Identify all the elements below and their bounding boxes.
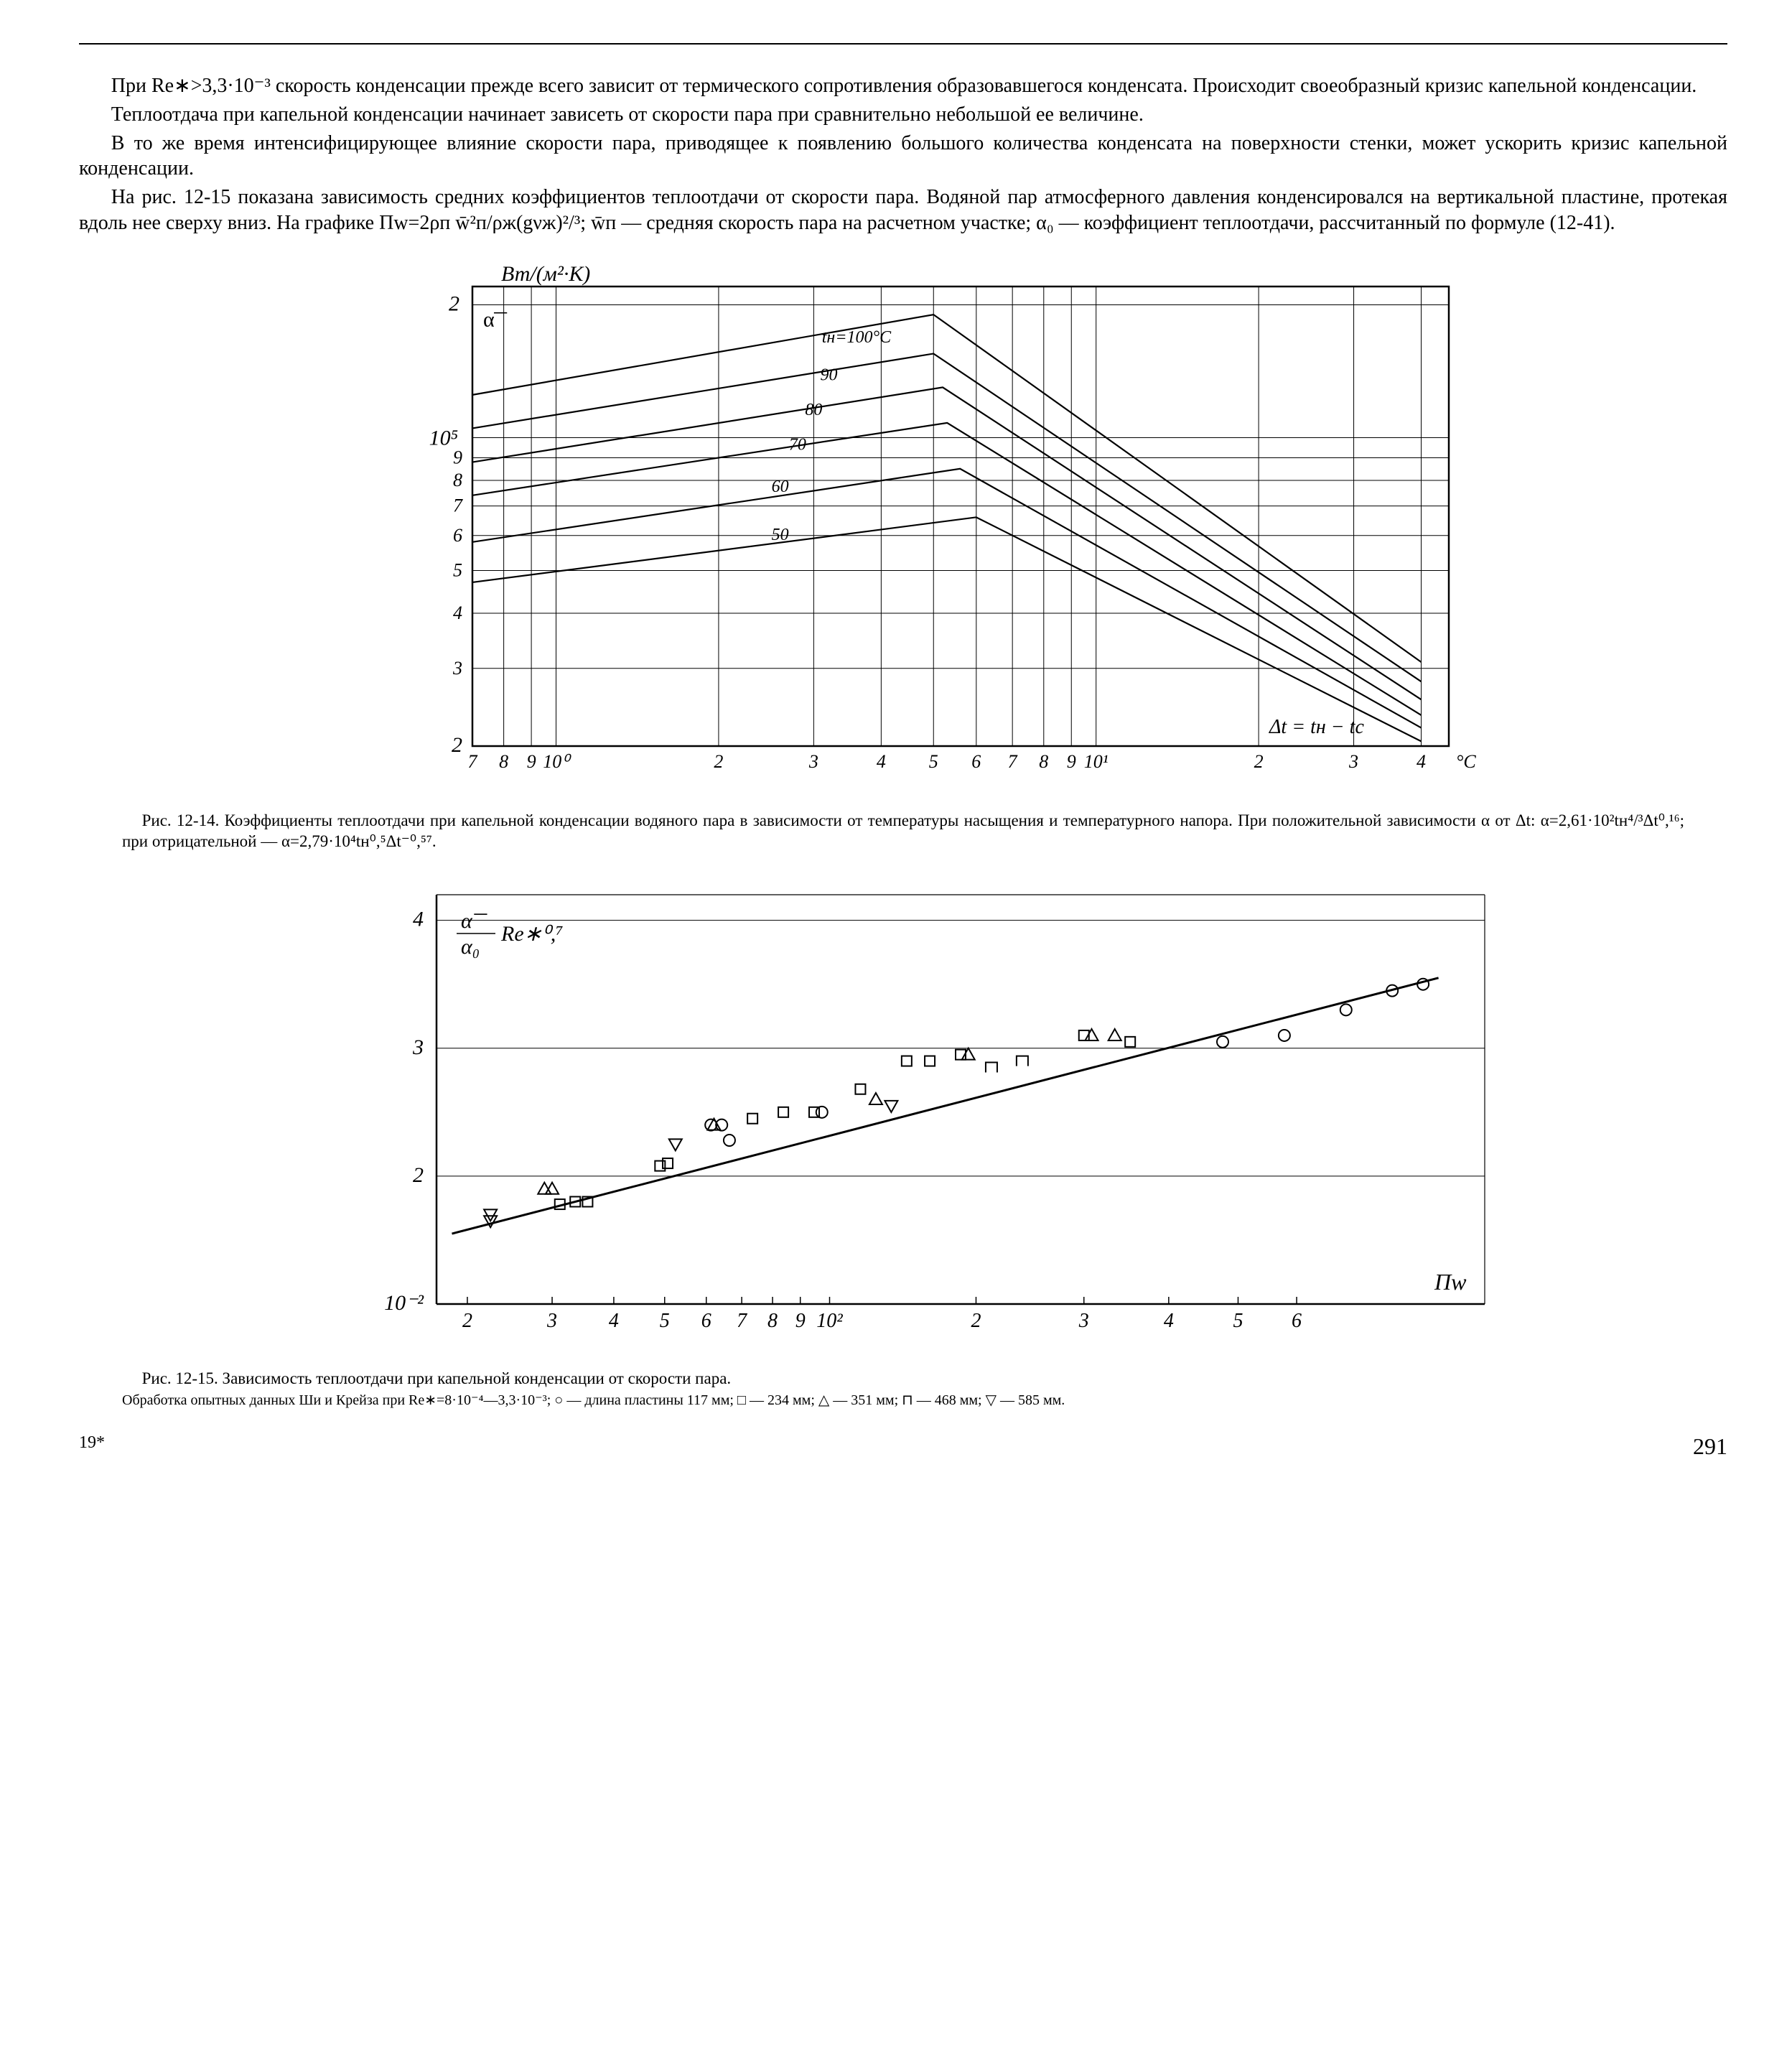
svg-text:3: 3 [1078,1310,1089,1332]
top-rule [79,43,1727,45]
svg-text:3: 3 [1348,751,1358,772]
figure-12-14: 2α͞10⁵98765432Вт/(м²·К)78910⁰2345678910¹… [329,258,1478,804]
svg-text:4: 4 [453,602,462,623]
svg-text:6: 6 [453,525,462,546]
page-number: 291 [1693,1432,1727,1461]
svg-text:2: 2 [413,1163,424,1187]
svg-text:4: 4 [609,1310,619,1332]
svg-text:Δt = tн − tс: Δt = tн − tс [1269,716,1364,738]
svg-text:4: 4 [413,908,424,931]
svg-text:5: 5 [1233,1310,1243,1332]
para-1: При Re∗>3,3·10⁻³ скорость конденсации пр… [79,73,1727,99]
figure-12-15-caption: Рис. 12-15. Зависимость теплоотдачи при … [122,1369,1684,1410]
svg-text:2: 2 [449,292,459,315]
svg-text:8: 8 [453,470,462,490]
svg-text:50: 50 [772,526,789,544]
svg-text:80: 80 [805,401,822,419]
svg-text:2: 2 [1254,751,1264,772]
svg-text:Вт/(м²·К): Вт/(м²·К) [501,262,590,286]
figure-12-15: 2 3 4 10⁻² α͞α₀ Re∗⁰,⁷ 2 3 4 5 6 789 10² 2 3 4 5 6 Πw [293,873,1513,1361]
svg-text:2: 2 [971,1310,981,1332]
svg-text:7: 7 [468,751,478,772]
para-3: В то же время интенсифицирующее влияние … [79,131,1727,182]
svg-text:α͞: α͞ [461,909,487,933]
svg-text:10⁰: 10⁰ [543,751,571,772]
svg-text:10²: 10² [816,1310,843,1332]
svg-text:8: 8 [1039,751,1048,772]
svg-text:2: 2 [462,1310,472,1332]
svg-text:α₀: α₀ [461,935,480,959]
signature-mark: 19* [79,1432,105,1461]
svg-text:4: 4 [877,751,886,772]
svg-text:Πw: Πw [1434,1269,1467,1295]
svg-text:9: 9 [527,751,536,772]
svg-text:6: 6 [1292,1310,1302,1332]
svg-text:7: 7 [1008,751,1018,772]
svg-text:6: 6 [701,1310,711,1332]
svg-text:Re∗⁰,⁷: Re∗⁰,⁷ [500,922,564,946]
svg-text:90: 90 [820,365,837,384]
svg-text:9: 9 [795,1310,806,1332]
svg-text:4: 4 [1417,751,1426,772]
para-2: Теплоотдача при капельной конденсации на… [79,102,1727,128]
svg-text:3: 3 [808,751,818,772]
caption-main: Рис. 12-15. Зависимость теплоотдачи при … [142,1369,732,1387]
svg-text:3: 3 [452,658,462,679]
svg-text:10⁻²: 10⁻² [384,1291,424,1315]
svg-text:5: 5 [453,559,462,580]
figure-12-14-caption: Рис. 12-14. Коэффициенты теплоотдачи при… [122,811,1684,852]
svg-text:tн=100°C: tн=100°C [822,328,892,347]
svg-text:10¹: 10¹ [1084,751,1109,772]
svg-text:3: 3 [412,1035,424,1059]
para-4: На рис. 12-15 показана зависимость средн… [79,185,1727,236]
svg-text:2: 2 [452,733,462,757]
svg-text:7: 7 [453,495,463,516]
svg-text:5: 5 [929,751,938,772]
svg-text:60: 60 [772,478,789,496]
svg-text:4: 4 [1164,1310,1174,1332]
caption-sub: Обработка опытных данных Ши и Крейза при… [122,1392,1065,1408]
svg-text:10⁵: 10⁵ [429,426,458,450]
svg-text:8: 8 [767,1310,778,1332]
svg-text:9: 9 [1067,751,1076,772]
svg-text:6: 6 [971,751,981,772]
svg-text:8: 8 [499,751,508,772]
svg-text:°C: °C [1456,751,1476,772]
svg-text:70: 70 [789,435,806,454]
svg-text:5: 5 [660,1310,670,1332]
svg-text:9: 9 [453,447,462,468]
svg-text:3: 3 [546,1310,557,1332]
svg-text:2: 2 [714,751,723,772]
svg-text:7: 7 [737,1310,747,1332]
